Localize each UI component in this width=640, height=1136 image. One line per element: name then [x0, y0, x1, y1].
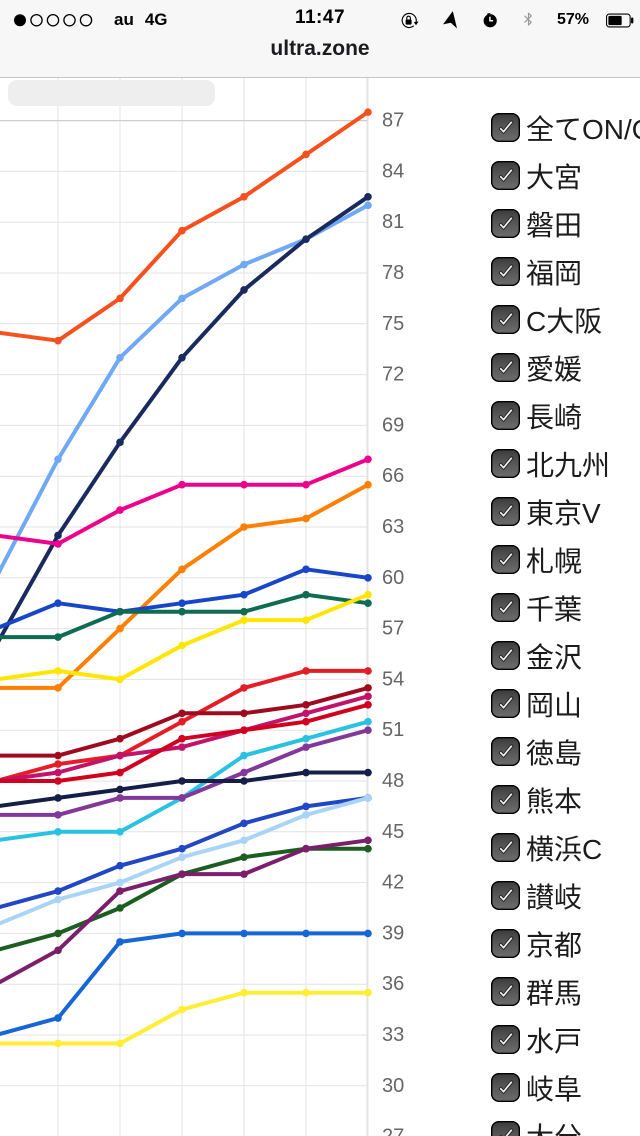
svg-text:54: 54: [382, 668, 404, 690]
svg-text:57: 57: [382, 618, 404, 640]
svg-text:81: 81: [382, 211, 404, 233]
svg-text:75: 75: [382, 313, 404, 335]
svg-text:60: 60: [382, 567, 404, 589]
svg-text:39: 39: [382, 922, 404, 944]
svg-text:45: 45: [382, 821, 404, 843]
svg-text:72: 72: [382, 364, 404, 386]
svg-text:84: 84: [382, 160, 404, 182]
svg-text:66: 66: [382, 465, 404, 487]
svg-text:33: 33: [382, 1024, 404, 1046]
svg-text:30: 30: [382, 1075, 404, 1097]
svg-text:36: 36: [382, 973, 404, 995]
svg-text:51: 51: [382, 719, 404, 741]
svg-text:48: 48: [382, 770, 404, 792]
svg-text:69: 69: [382, 414, 404, 436]
svg-text:87: 87: [382, 110, 404, 132]
svg-text:27: 27: [382, 1126, 404, 1136]
svg-text:78: 78: [382, 262, 404, 284]
svg-text:63: 63: [382, 516, 404, 538]
svg-text:42: 42: [382, 872, 404, 894]
